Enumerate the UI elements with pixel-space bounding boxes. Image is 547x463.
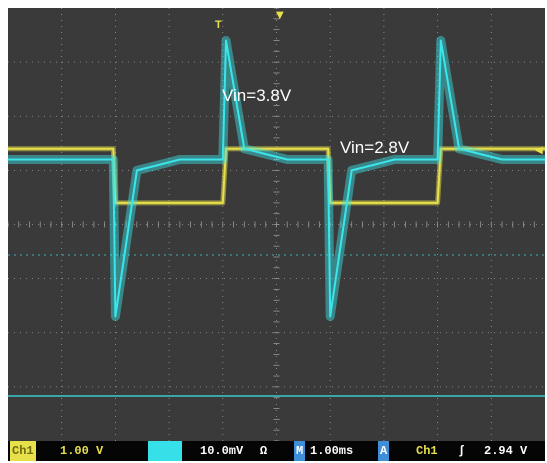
- data-point: [200, 158, 202, 161]
- data-point: [157, 202, 159, 204]
- data-point: [479, 153, 482, 155]
- ch2-label: [148, 441, 182, 461]
- data-point: [136, 202, 138, 204]
- data-point: [179, 158, 181, 161]
- series-Ch1-line: [8, 147, 545, 204]
- data-point: [93, 148, 95, 150]
- data-point: [28, 158, 31, 161]
- data-point: [28, 148, 31, 150]
- annotation-vin-low: Vin=2.8V: [340, 138, 410, 157]
- bandwidth-icon: Ω: [260, 444, 268, 458]
- ch1-scale: 1.00 V: [60, 444, 104, 458]
- trigger-time-marker: T: [215, 19, 222, 31]
- data-point: [394, 202, 396, 204]
- data-point: [225, 148, 227, 150]
- data-point: [308, 158, 310, 161]
- data-point: [93, 158, 95, 161]
- data-point: [440, 148, 442, 150]
- data-point: [415, 202, 417, 204]
- data-point: [544, 158, 545, 161]
- data-point: [114, 315, 116, 318]
- trigger-level: 2.94 V: [484, 444, 528, 458]
- data-point: [522, 158, 525, 161]
- data-point: [179, 202, 181, 204]
- data-point: [501, 158, 503, 161]
- waveform-plot: T ▼ ◀: [8, 8, 545, 441]
- data-point: [71, 148, 74, 150]
- data-point: [479, 148, 482, 150]
- status-bar: Ch1 1.00 V 10.0mV Ω M 1.00ms A Ch1 ʃ 2.9…: [8, 441, 545, 461]
- data-point: [50, 148, 52, 150]
- trigger-position-arrow: ▼: [276, 10, 284, 21]
- data-point: [394, 158, 396, 161]
- data-point: [157, 164, 159, 166]
- trigger-slope-icon: ʃ: [458, 444, 466, 458]
- data-point: [372, 202, 374, 204]
- data-point: [327, 158, 329, 161]
- data-point: [286, 148, 288, 150]
- ch2-scale: 10.0mV: [200, 444, 244, 458]
- data-point: [71, 158, 74, 161]
- data-point: [112, 158, 114, 161]
- data-point: [372, 164, 374, 166]
- data-point: [136, 169, 138, 171]
- data-point: [351, 202, 353, 204]
- data-point: [437, 158, 439, 161]
- data-point: [265, 153, 267, 155]
- data-point: [114, 202, 116, 204]
- data-point: [8, 158, 9, 161]
- acquisition-label: A: [378, 441, 390, 461]
- data-point: [351, 169, 353, 171]
- data-point: [415, 158, 417, 161]
- data-point: [225, 39, 227, 42]
- ch1-label: Ch1: [10, 441, 36, 461]
- data-point: [286, 158, 288, 161]
- data-point: [544, 148, 545, 150]
- data-point: [437, 202, 439, 204]
- data-point: [112, 148, 114, 150]
- annotation-vin-high: Vin=3.8V: [222, 86, 292, 105]
- timebase-value: 1.00ms: [310, 444, 354, 458]
- data-point: [8, 148, 9, 150]
- ch1-level-arrow: ◀: [535, 145, 543, 156]
- data-point: [522, 148, 525, 150]
- series-Ch2-line: [8, 39, 545, 318]
- data-point: [243, 148, 245, 150]
- data-point: [50, 158, 52, 161]
- data-point: [329, 202, 331, 204]
- data-point: [222, 158, 224, 161]
- data-point: [308, 148, 310, 150]
- data-point: [458, 148, 460, 150]
- data-point: [501, 148, 503, 150]
- data-point: [265, 148, 267, 150]
- trigger-source: Ch1: [416, 444, 438, 458]
- data-point: [327, 148, 329, 150]
- data-point: [222, 202, 224, 204]
- timebase-label: M: [294, 441, 306, 461]
- data-point: [200, 202, 202, 204]
- scope-screen: T ▼ ◀: [8, 8, 545, 441]
- data-point: [329, 315, 331, 318]
- data-point: [440, 39, 442, 42]
